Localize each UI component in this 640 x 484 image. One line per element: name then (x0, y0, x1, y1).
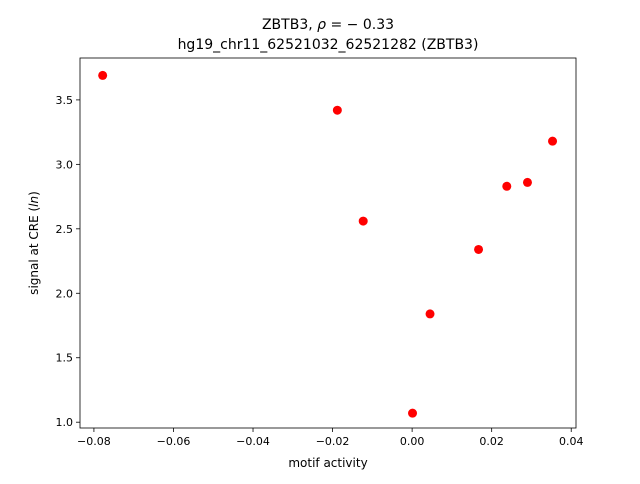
data-point (98, 70, 108, 80)
x-tick-label: 0.02 (479, 435, 504, 448)
data-point (358, 216, 368, 226)
x-axis-label: motif activity (288, 456, 367, 470)
x-axis-ticks: −0.08 −0.06 −0.04 −0.02 0.00 0.02 0.04 (77, 428, 583, 448)
y-tick-label: 2.5 (56, 223, 74, 236)
y-tick-label: 3.0 (56, 158, 74, 171)
data-point (548, 136, 558, 146)
y-tick-label: 1.0 (56, 416, 74, 429)
data-points (98, 70, 558, 418)
y-tick-label: 1.5 (56, 352, 74, 365)
x-tick-label: −0.08 (77, 435, 111, 448)
y-axis-ticks: 1.0 1.5 2.0 2.5 3.0 3.5 (56, 94, 80, 429)
y-tick-label: 3.5 (56, 94, 74, 107)
y-axis-label: signal at CRE (ln) (27, 191, 41, 295)
x-tick-label: −0.06 (157, 435, 191, 448)
data-point (408, 408, 418, 418)
data-point (502, 181, 512, 191)
chart-title-line-2: hg19_chr11_62521032_62521282 (ZBTB3) (178, 37, 479, 53)
data-point (522, 177, 532, 187)
data-point (425, 309, 435, 319)
x-tick-label: −0.04 (236, 435, 270, 448)
y-tick-label: 2.0 (56, 287, 74, 300)
data-point (332, 105, 342, 115)
plot-frame (79, 57, 577, 429)
data-point (474, 244, 484, 254)
plot-area (80, 58, 576, 428)
x-tick-label: −0.02 (316, 435, 350, 448)
chart-title-line-1: ZBTB3, ρ = − 0.33 (262, 17, 394, 33)
x-tick-label: 0.00 (400, 435, 425, 448)
x-tick-label: 0.04 (559, 435, 584, 448)
